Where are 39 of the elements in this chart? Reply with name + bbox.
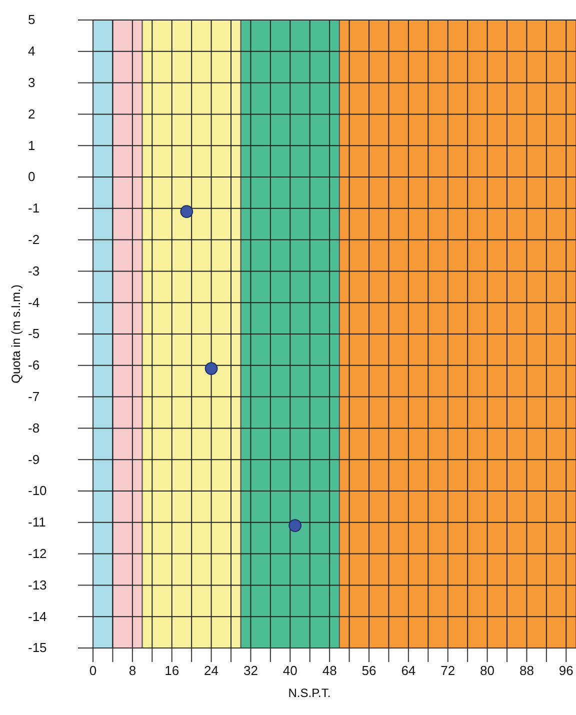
y-tick-label: 3 xyxy=(28,74,36,90)
y-tick-label: -11 xyxy=(28,514,46,530)
x-tick-label: 72 xyxy=(440,663,456,678)
x-tick-label: 16 xyxy=(164,663,180,678)
y-tick-label: -1 xyxy=(28,200,40,216)
x-tick-label: 40 xyxy=(282,663,298,678)
y-tick-label: -14 xyxy=(28,608,47,624)
x-tick-label: 96 xyxy=(558,663,574,678)
y-tick-label: -3 xyxy=(28,263,40,278)
y-tick-label: 1 xyxy=(28,138,36,153)
x-tick-label: 64 xyxy=(401,663,416,678)
y-tick-label: -12 xyxy=(28,546,47,561)
y-tick-label: -13 xyxy=(28,577,47,592)
y-tick-label: -6 xyxy=(28,358,40,373)
x-tick-label: 32 xyxy=(243,663,258,678)
y-tick-label: 4 xyxy=(28,44,36,59)
y-tick-label: -5 xyxy=(28,326,40,342)
y-tick-label: -10 xyxy=(28,483,47,498)
y-tick-label: -8 xyxy=(28,420,40,436)
x-axis-title: N.S.P.T. xyxy=(288,686,331,700)
y-tick-label: 5 xyxy=(28,12,36,28)
y-tick-label: -9 xyxy=(28,452,40,467)
x-tick-label: 0 xyxy=(89,663,97,678)
y-axis-title: Quota in (m s.l.m.) xyxy=(9,284,23,384)
y-tick-label: 2 xyxy=(28,106,36,122)
y-tick-label: -2 xyxy=(28,232,40,247)
y-tick-label: -15 xyxy=(28,640,47,656)
point xyxy=(180,205,194,218)
y-tick-label: -4 xyxy=(28,294,40,310)
x-tick-label: 48 xyxy=(322,663,337,678)
x-tick-label: 24 xyxy=(204,663,219,678)
x-tick-label: 56 xyxy=(362,663,376,678)
y-tick-label: -7 xyxy=(28,388,40,404)
x-tick-label: 8 xyxy=(128,663,136,678)
x-tick-label: 88 xyxy=(519,663,534,678)
x-tick-label: 80 xyxy=(480,663,495,678)
y-tick-label: 0 xyxy=(28,169,36,184)
point xyxy=(204,362,218,375)
point xyxy=(288,519,302,532)
